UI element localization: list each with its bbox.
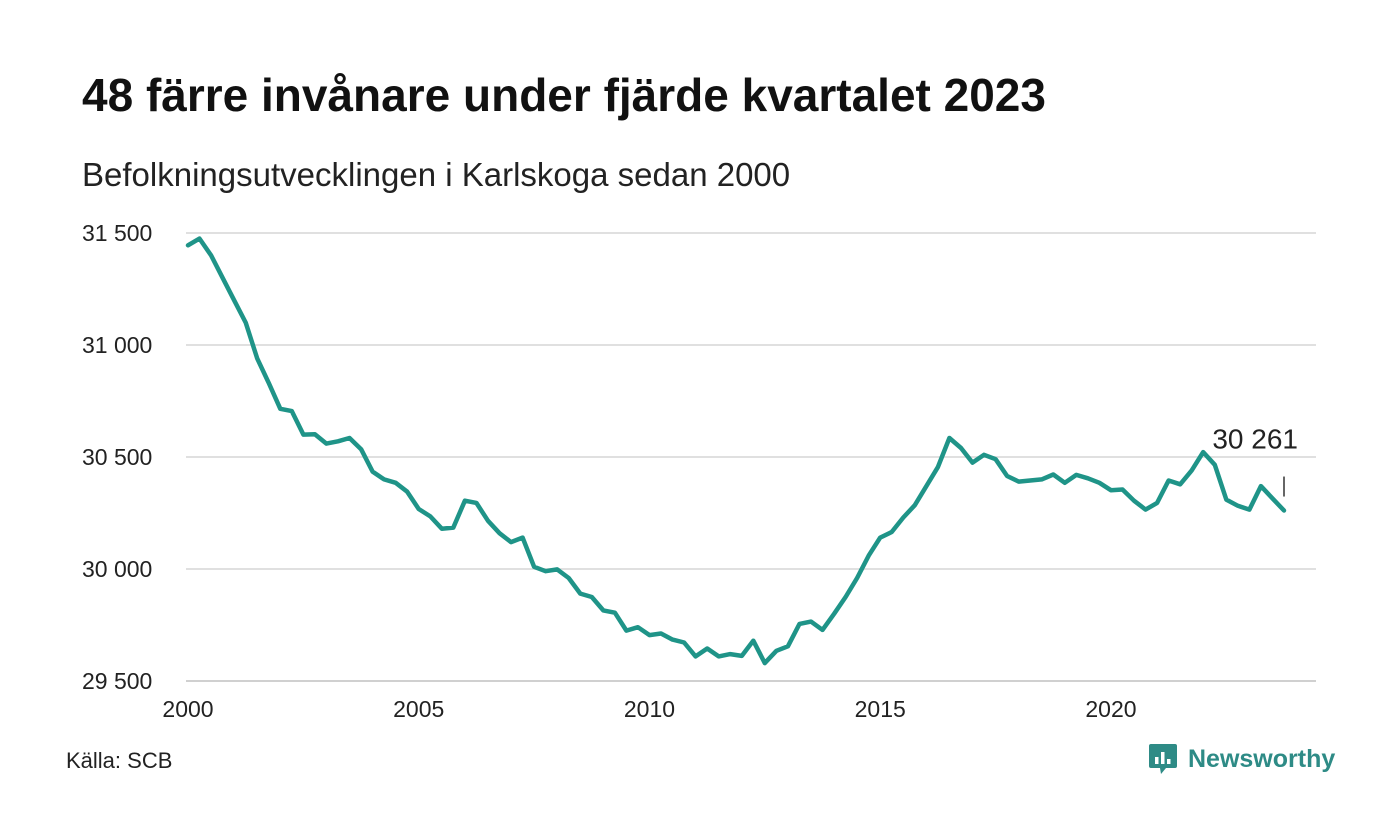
series-line xyxy=(185,236,1287,666)
brand-name: Newsworthy xyxy=(1188,744,1336,773)
x-tick-label: 2005 xyxy=(393,696,444,722)
newsworthy-logo-icon xyxy=(1149,744,1177,774)
end-value-label: 30 261 xyxy=(1212,424,1298,455)
chart-subtitle: Befolkningsutvecklingen i Karlskoga seda… xyxy=(82,156,791,193)
chart-title: 48 färre invånare under fjärde kvartalet… xyxy=(82,69,1046,121)
x-tick-label: 2010 xyxy=(624,696,675,722)
x-tick-label: 2015 xyxy=(855,696,906,722)
y-tick-label: 31 500 xyxy=(82,220,152,246)
y-tick-label: 30 000 xyxy=(82,556,152,582)
y-tick-label: 31 000 xyxy=(82,332,152,358)
x-axis: 2000 2005 2010 2015 2020 xyxy=(162,696,1136,722)
grid-lines xyxy=(186,232,1316,682)
x-tick-label: 2020 xyxy=(1085,696,1136,722)
y-axis: 29 500 30 000 30 500 31 000 31 500 xyxy=(82,220,152,694)
brand-logo: Newsworthy xyxy=(1148,742,1335,776)
source-note: Källa: SCB xyxy=(66,748,173,773)
y-tick-label: 30 500 xyxy=(82,444,152,470)
y-tick-label: 29 500 xyxy=(82,668,152,694)
x-tick-label: 2000 xyxy=(162,696,213,722)
